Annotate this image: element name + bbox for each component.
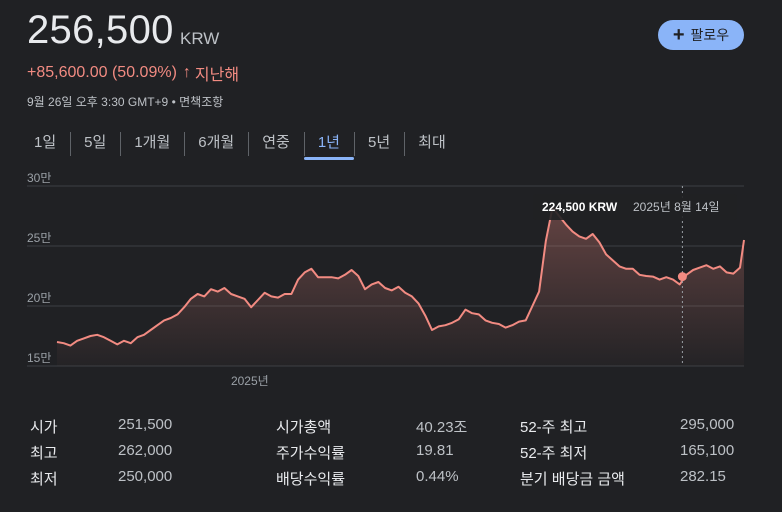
y-tick-label: 30만 bbox=[27, 171, 51, 185]
timestamp: 9월 26일 오후 3:30 GMT+9 bbox=[27, 95, 169, 109]
tab-ytd[interactable]: 연중 bbox=[248, 130, 304, 158]
stat-open-label: 시가 bbox=[30, 419, 58, 436]
stat-52high-value: 295,000 bbox=[680, 416, 735, 433]
disclaimer-link[interactable]: 면책조항 bbox=[179, 95, 224, 109]
hover-tooltip: 224,500 KRW 2025년 8월 14일 bbox=[533, 194, 737, 220]
tab-1y[interactable]: 1년 bbox=[303, 130, 355, 160]
tooltip-price: 224,500 KRW bbox=[542, 200, 618, 214]
stat-pe-value: 19.81 bbox=[416, 442, 454, 459]
stat-mktcap-value: 40.23조 bbox=[416, 419, 468, 436]
stat-high-value: 262,000 bbox=[118, 442, 173, 459]
stat-div-value: 0.44% bbox=[416, 468, 459, 485]
stat-52high-label: 52-주 최고 bbox=[520, 419, 588, 436]
quote-meta: 9월 26일 오후 3:30 GMT+9 • 면책조항 bbox=[27, 93, 223, 110]
y-tick-label: 25만 bbox=[27, 231, 51, 245]
stat-pe-label: 주가수익률 bbox=[276, 445, 346, 462]
tab-5y[interactable]: 5년 bbox=[353, 130, 404, 158]
stat-mktcap-label: 시가총액 bbox=[276, 419, 332, 436]
tab-5d[interactable]: 5일 bbox=[70, 130, 120, 158]
range-tabs: 1일 5일 1개월 6개월 연중 1년 5년 최대 bbox=[20, 130, 460, 160]
stat-52low-label: 52-주 최저 bbox=[520, 445, 588, 462]
price-change: +85,600.00 (50.09%) ↑ 지난해 bbox=[27, 61, 239, 85]
y-tick-label: 20만 bbox=[27, 291, 51, 305]
tooltip-date: 2025년 8월 14일 bbox=[633, 200, 720, 214]
y-tick-label: 15만 bbox=[27, 351, 51, 365]
price-line bbox=[56, 206, 745, 347]
plus-icon: + bbox=[672, 24, 685, 46]
stat-high-label: 최고 bbox=[30, 445, 58, 462]
follow-label: 팔로우 bbox=[690, 27, 730, 43]
stat-qdiv-label: 분기 배당금 금액 bbox=[520, 471, 625, 488]
follow-button[interactable]: + 팔로우 bbox=[658, 20, 744, 50]
tab-1d[interactable]: 1일 bbox=[34, 134, 57, 151]
x-tick-label: 2025년 bbox=[231, 374, 269, 388]
currency-code: KRW bbox=[180, 29, 220, 48]
bullet-separator: • bbox=[171, 95, 180, 109]
stat-low-value: 250,000 bbox=[118, 468, 173, 485]
stat-qdiv-value: 282.15 bbox=[680, 468, 726, 485]
tab-1m[interactable]: 1개월 bbox=[120, 130, 184, 158]
tab-6m[interactable]: 6개월 bbox=[184, 130, 248, 158]
tab-max[interactable]: 최대 bbox=[404, 130, 460, 158]
price-area bbox=[57, 207, 744, 366]
stat-52low-value: 165,100 bbox=[680, 442, 735, 459]
stat-open-value: 251,500 bbox=[118, 416, 173, 433]
arrow-up-icon: ↑ bbox=[182, 64, 191, 81]
change-period: 지난해 bbox=[194, 67, 240, 84]
change-value: +85,600.00 (50.09%) bbox=[27, 64, 177, 81]
stat-low-label: 최저 bbox=[30, 471, 58, 488]
price-chart[interactable]: 30만 25만 20만 15만 2025년 224,500 KRW 2025년 8월 … bbox=[0, 168, 782, 393]
current-price: 256,500 bbox=[27, 8, 174, 52]
hover-point bbox=[677, 272, 687, 282]
stat-div-label: 배당수익률 bbox=[276, 471, 346, 488]
